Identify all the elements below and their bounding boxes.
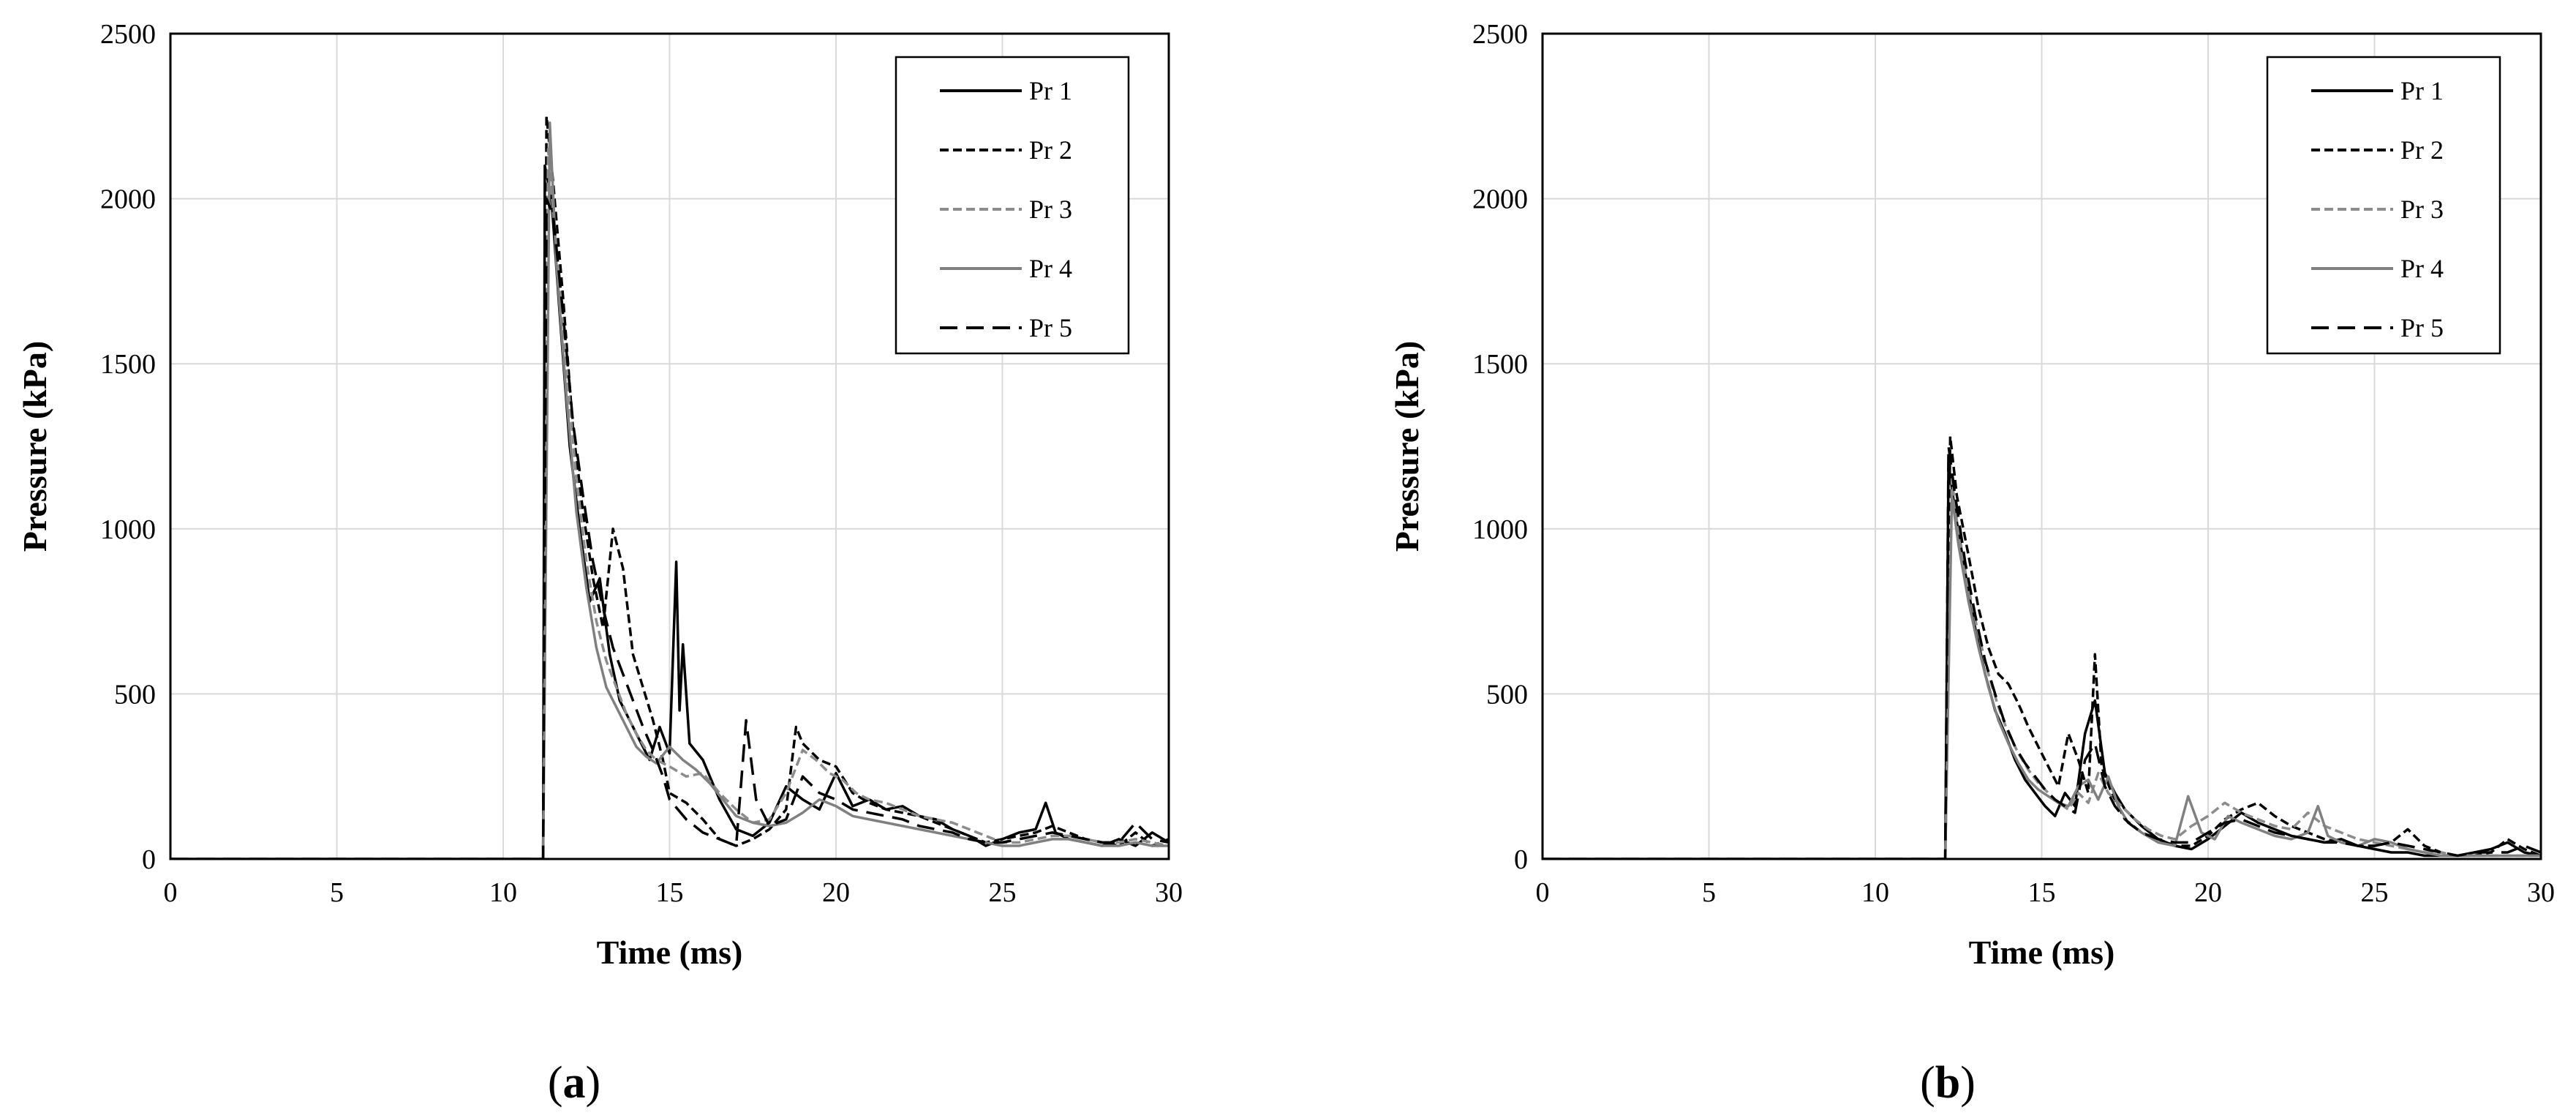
x-tick-label: 0 xyxy=(164,877,178,908)
x-tick-label: 30 xyxy=(2527,877,2555,908)
panel-caption: (b) xyxy=(1920,1058,1976,1108)
y-tick-label: 1500 xyxy=(100,349,156,380)
series-line-pr4 xyxy=(1543,494,2541,859)
x-tick-label: 10 xyxy=(1861,877,1889,908)
legend-label-pr3: Pr 3 xyxy=(1029,195,1072,224)
x-tick-label: 25 xyxy=(989,877,1017,908)
legend-label-pr5: Pr 5 xyxy=(1029,313,1072,342)
legend: Pr 1 Pr 2 Pr 3 Pr 4 Pr 5 xyxy=(2266,56,2501,355)
legend-label-pr1: Pr 1 xyxy=(2400,76,2444,105)
legend-label-pr4: Pr 4 xyxy=(1029,254,1072,283)
legend-label-pr1: Pr 1 xyxy=(1029,76,1072,105)
x-axis-title: Time (ms) xyxy=(1969,934,2115,971)
series-line-pr3 xyxy=(170,148,1169,859)
y-axis-title: Pressure (kPa) xyxy=(16,341,53,552)
y-axis-title: Pressure (kPa) xyxy=(1388,341,1426,552)
legend: Pr 1 Pr 2 Pr 3 Pr 4 Pr 5 xyxy=(895,56,1130,355)
chart-panel-a: 0 5 10 15 20 25 30 0 500 1000 1500 2000 2500 Time (ms… xyxy=(16,19,1183,1108)
legend-label-pr5: Pr 5 xyxy=(2400,313,2444,342)
y-tick-label: 0 xyxy=(1514,844,1528,875)
x-tick-label: 30 xyxy=(1155,877,1183,908)
legend-label-pr3: Pr 3 xyxy=(2400,195,2444,224)
plot-frame xyxy=(169,32,1170,860)
y-tick-label: 500 xyxy=(114,679,156,710)
x-tick-label: 25 xyxy=(2361,877,2389,908)
series-line-pr5 xyxy=(170,197,1169,859)
y-tick-label: 2000 xyxy=(1472,184,1528,215)
y-tick-label: 2500 xyxy=(100,19,156,50)
legend-label-pr2: Pr 2 xyxy=(1029,135,1072,165)
x-tick-label: 15 xyxy=(656,877,684,908)
series-line-pr2 xyxy=(170,115,1169,859)
y-tick-label: 500 xyxy=(1486,679,1528,710)
x-tick-label: 0 xyxy=(1536,877,1550,908)
x-tick-label: 10 xyxy=(489,877,517,908)
legend-box xyxy=(895,56,1130,355)
series-line-pr4 xyxy=(170,121,1169,859)
x-tick-label: 5 xyxy=(330,877,344,908)
legend-label-pr4: Pr 4 xyxy=(2400,254,2444,283)
series-line-pr1 xyxy=(170,164,1169,859)
y-tick-label: 1000 xyxy=(100,514,156,545)
legend-box xyxy=(2266,56,2501,355)
x-tick-label: 5 xyxy=(1702,877,1716,908)
x-tick-label: 15 xyxy=(2028,877,2056,908)
y-tick-label: 1500 xyxy=(1472,349,1528,380)
y-tick-label: 1000 xyxy=(1472,514,1528,545)
x-tick-label: 20 xyxy=(822,877,850,908)
chart-panel-b: 0 5 10 15 20 25 30 0 500 1000 1500 2000 2500 Time (ms… xyxy=(1388,19,2555,1108)
panel-caption: (a) xyxy=(548,1058,600,1108)
legend-label-pr2: Pr 2 xyxy=(2400,135,2444,165)
y-tick-label: 0 xyxy=(142,844,156,875)
series-line-pr2 xyxy=(1543,435,2541,859)
x-axis-title: Time (ms) xyxy=(597,934,743,971)
y-tick-label: 2500 xyxy=(1472,19,1528,50)
x-tick-label: 20 xyxy=(2194,877,2222,908)
y-tick-label: 2000 xyxy=(100,184,156,215)
plot-frame xyxy=(1541,32,2542,860)
series-line-pr5 xyxy=(1543,445,2541,859)
